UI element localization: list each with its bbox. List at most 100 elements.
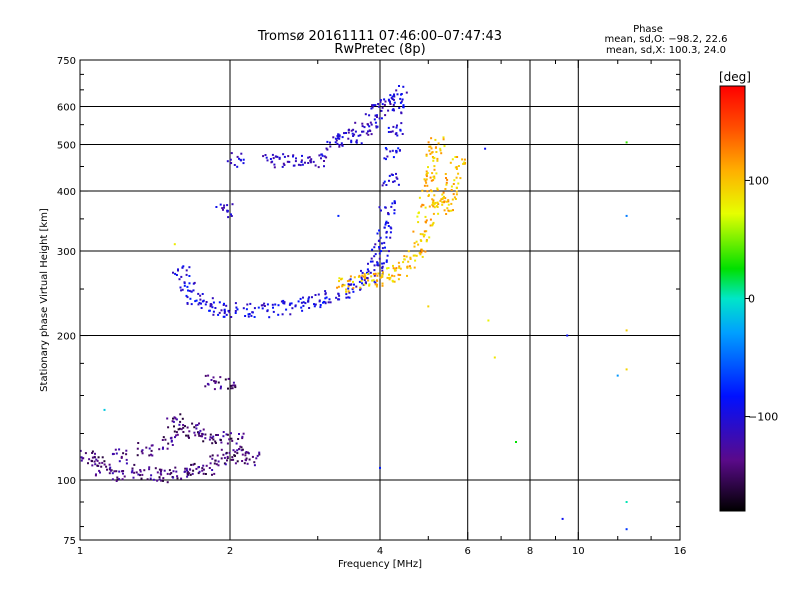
echo-point [373, 274, 376, 277]
echo-point [347, 137, 350, 140]
echo-point [244, 315, 247, 317]
echo-point [421, 189, 424, 192]
colorbar [719, 85, 746, 512]
y-axis-label: Stationary phase Virtual Height [km] [39, 208, 50, 392]
echo-point [362, 275, 365, 278]
echo-point [230, 437, 233, 440]
echo-point [234, 462, 237, 465]
echo-point [369, 271, 372, 274]
echo-point [226, 209, 229, 212]
y-axis: 75 100 200 300 400 500 600 750 [57, 56, 680, 547]
echo-point [335, 139, 338, 142]
echo-point [167, 426, 170, 429]
echo-point [435, 146, 437, 149]
echo-point [364, 277, 367, 280]
echo-point [387, 212, 390, 214]
echo-point [450, 209, 453, 212]
echo-point [148, 454, 151, 457]
echo-point [236, 308, 239, 311]
echo-point [380, 109, 383, 112]
echo-point [429, 152, 432, 155]
echo-point [381, 266, 384, 269]
colorbar-label: [deg] [719, 70, 751, 84]
echo-point [111, 478, 114, 481]
echo-point [230, 215, 233, 217]
echo-point [515, 441, 517, 443]
echo-point [380, 117, 383, 120]
echo-point [289, 302, 292, 305]
echo-point [378, 252, 381, 255]
echo-point [324, 293, 327, 296]
echo-point [188, 289, 191, 292]
echo-point [177, 428, 180, 431]
echo-point [143, 469, 146, 472]
echo-point [387, 131, 390, 133]
echo-point [337, 298, 340, 301]
echo-point [368, 125, 371, 128]
echo-point [163, 469, 166, 472]
echo-point [352, 128, 355, 131]
echo-point [96, 459, 99, 462]
echo-point [109, 466, 112, 469]
echo-point [325, 156, 328, 159]
echo-point [417, 243, 420, 246]
echo-point [219, 439, 222, 441]
echo-point [188, 275, 191, 277]
echo-point [84, 452, 87, 455]
echo-point [416, 215, 419, 218]
echo-point [387, 267, 390, 269]
echo-point [192, 469, 195, 472]
echo-point [141, 449, 144, 452]
echo-point [264, 154, 267, 156]
echo-point [436, 188, 439, 191]
echo-point [447, 199, 450, 202]
echo-point [452, 209, 454, 212]
echo-point [314, 303, 317, 306]
echo-point [179, 286, 182, 289]
echo-point [402, 106, 405, 109]
echo-point [373, 269, 376, 272]
echo-point [432, 221, 435, 224]
echo-point [394, 133, 397, 136]
echo-point [246, 303, 249, 306]
echo-point [429, 218, 432, 221]
echo-point [450, 189, 453, 191]
echo-point [234, 302, 237, 305]
echo-point [360, 142, 363, 145]
echo-point [181, 288, 184, 291]
echo-point [396, 93, 399, 96]
echo-point [245, 457, 248, 460]
echo-point [452, 183, 455, 185]
echo-point [148, 447, 151, 450]
echo-point [376, 114, 378, 117]
echo-point [317, 293, 320, 296]
echo-point [392, 108, 395, 111]
x-tick-label: 6 [465, 546, 471, 557]
echo-point [278, 157, 281, 160]
echo-point [405, 255, 408, 258]
echo-point [453, 179, 456, 182]
echo-point [323, 300, 325, 303]
echo-point [392, 180, 395, 183]
echo-point [158, 448, 161, 451]
echo-point [418, 196, 421, 199]
echo-point [389, 94, 392, 97]
echo-point [351, 132, 354, 135]
echo-point [386, 254, 389, 257]
echo-point [112, 452, 115, 455]
echo-point [392, 264, 394, 267]
echo-point [337, 133, 340, 136]
echo-point [417, 212, 420, 215]
echo-point [432, 212, 435, 215]
echo-point [209, 305, 212, 308]
echo-point [343, 284, 346, 287]
echo-point [381, 265, 384, 268]
echo-point [403, 258, 406, 261]
echo-point [616, 374, 619, 377]
echo-point [220, 441, 223, 444]
echo-point [345, 132, 347, 134]
echo-point [250, 314, 253, 317]
echo-point [249, 302, 252, 305]
echo-point [625, 501, 628, 503]
echo-point [118, 470, 121, 473]
